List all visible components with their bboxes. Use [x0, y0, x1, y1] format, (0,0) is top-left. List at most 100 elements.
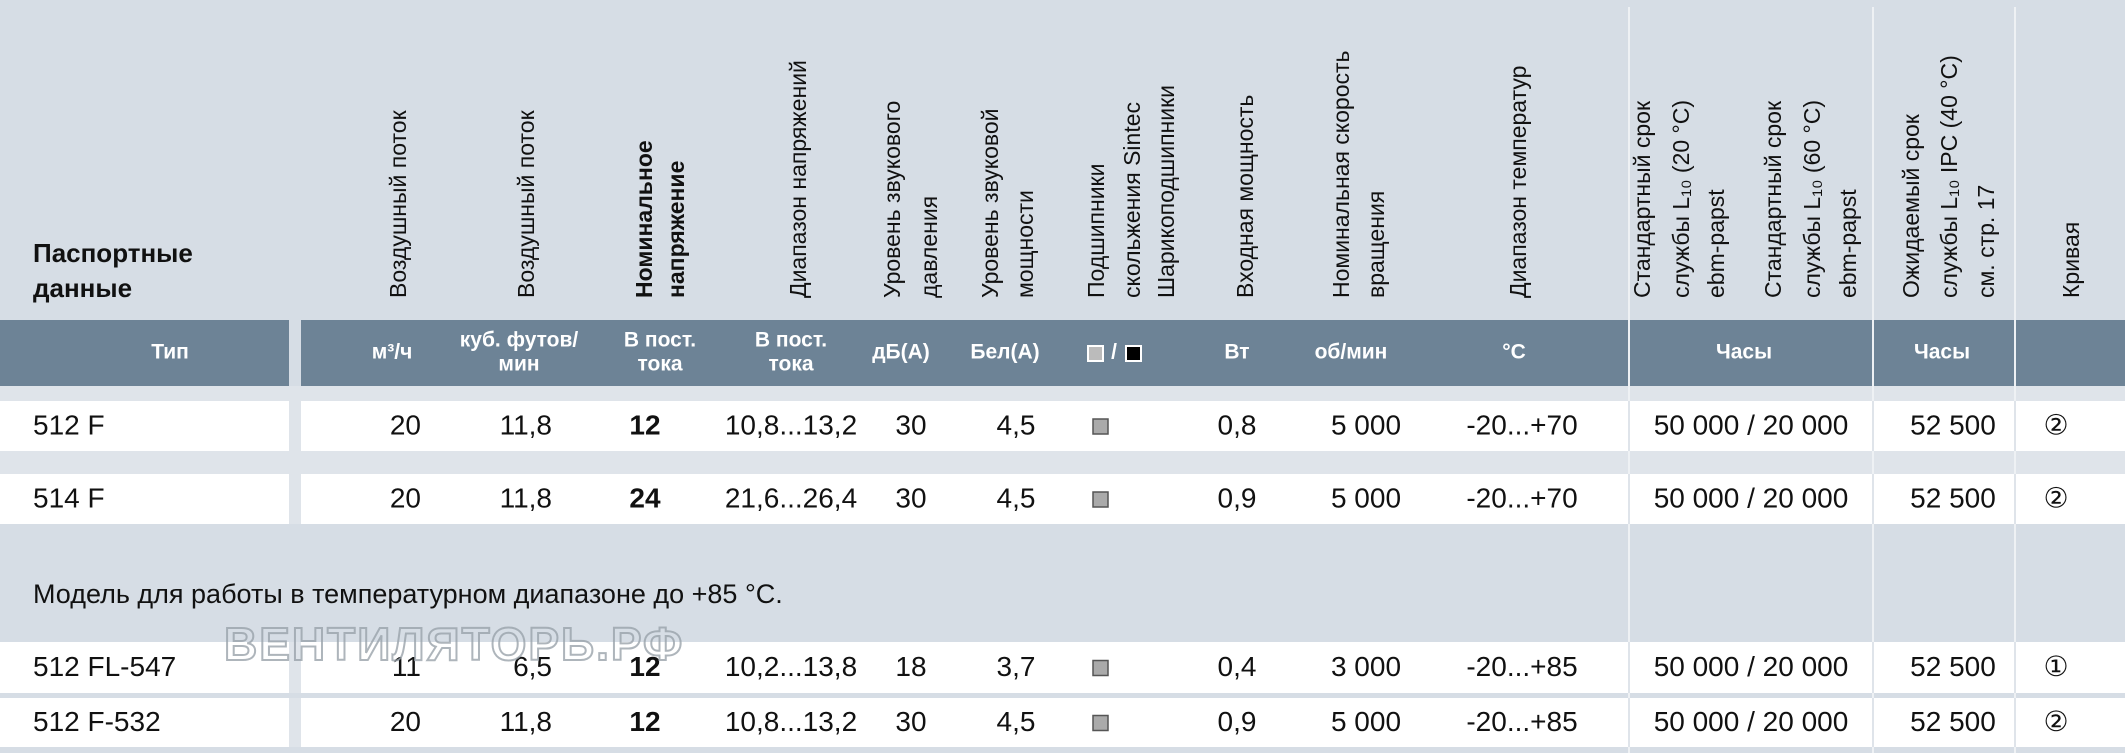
column-header: Диапазон температур	[1505, 66, 1531, 298]
cell: 50 000 / 20 000	[1654, 651, 1849, 682]
cell: 5 000	[1331, 409, 1401, 440]
cell: 512 F-532	[33, 706, 161, 737]
cell: 11,8	[500, 409, 552, 440]
row-gap	[289, 401, 301, 451]
column-header: мощности	[1012, 190, 1038, 298]
cell: 4,5	[997, 482, 1036, 513]
title-line: данные	[33, 273, 132, 303]
column-unit: В пост.	[755, 329, 827, 352]
column-header: ebm-papst	[1835, 189, 1861, 298]
column-header: Диапазон напряжений	[785, 60, 811, 298]
column-unit: тока	[768, 353, 813, 376]
column-header: см. стр. 17	[1973, 185, 1999, 298]
bearing-icon	[1092, 714, 1109, 732]
cell: 5 000	[1331, 482, 1401, 513]
column-header: Входная мощность	[1232, 95, 1258, 298]
cell: 30	[895, 482, 926, 513]
column-header: службы L₁₀ (60 °C)	[1799, 100, 1825, 298]
cell: 52 500	[1910, 651, 1996, 682]
cell: 50 000 / 20 000	[1654, 409, 1849, 440]
cell: 12	[629, 706, 660, 737]
cell: -20...+85	[1466, 651, 1577, 682]
cell: 5 000	[1331, 706, 1401, 737]
cell: 20	[390, 706, 421, 737]
cell: 0,8	[1218, 409, 1257, 440]
cell: 10,8...13,2	[725, 409, 857, 440]
cell: -20...+70	[1466, 482, 1577, 513]
cell: 11	[392, 651, 421, 682]
column-header: службы L₁₀ (20 °C)	[1668, 100, 1694, 298]
column-unit: м³/ч	[372, 341, 413, 364]
column-header: Стандартный срок	[1629, 100, 1655, 298]
column-header: службы L₁₀ IPC (40 °C)	[1936, 55, 1962, 298]
column-header: Номинальная скорость	[1328, 50, 1354, 298]
column-header: Номинальное	[631, 140, 657, 298]
column-header: Стандартный срок	[1760, 100, 1786, 298]
cell: 11,8	[500, 706, 552, 737]
ball-bearing-icon	[1125, 345, 1142, 362]
cell: 0,9	[1218, 706, 1257, 737]
cell: 0,9	[1218, 482, 1257, 513]
cell: -20...+85	[1466, 706, 1577, 737]
cell: ①	[2043, 651, 2068, 682]
column-header: Шарикоподшипники	[1153, 85, 1179, 298]
bearing-icon	[1092, 491, 1109, 508]
column-header: вращения	[1363, 191, 1389, 298]
cell: 52 500	[1910, 482, 1996, 513]
row-gap	[289, 474, 301, 524]
cell: 52 500	[1910, 706, 1996, 737]
column-header: скольжения Sintec	[1119, 102, 1145, 298]
cell: 10,8...13,2	[725, 706, 857, 737]
row-bg	[0, 642, 2125, 693]
cell: ②	[2043, 482, 2068, 513]
cell: 50 000 / 20 000	[1654, 482, 1849, 513]
column-unit: °C	[1502, 341, 1526, 364]
column-header: напряжение	[663, 161, 689, 298]
column-header: давления	[916, 196, 942, 298]
cell: -20...+70	[1466, 409, 1577, 440]
cell: 18	[895, 651, 926, 682]
row-bg	[0, 401, 2125, 451]
cell: 24	[629, 482, 661, 513]
cell: 10,2...13,8	[725, 651, 857, 682]
cell: 4,5	[997, 409, 1036, 440]
cell: 20	[390, 409, 421, 440]
cell: 20	[390, 482, 421, 513]
column-unit: Часы	[1716, 341, 1772, 364]
bearing-icon	[1092, 418, 1109, 435]
cell: 514 F	[33, 482, 105, 513]
row-gap	[289, 698, 301, 747]
column-header: ebm-papst	[1703, 189, 1729, 298]
column-header: Уровень звуковой	[977, 109, 1003, 298]
column-unit: /	[1111, 341, 1117, 364]
column-header: Воздушный поток	[385, 109, 411, 298]
cell: 4,5	[997, 706, 1036, 737]
cell: 6,5	[513, 651, 552, 682]
column-unit: дБ(А)	[872, 341, 930, 364]
watermark: ВЕНТИЛЯТОРЬ.РФ	[224, 618, 684, 670]
cell: 30	[895, 409, 926, 440]
row-bg	[0, 474, 2125, 524]
column-unit: Часы	[1914, 341, 1970, 364]
cell: 50 000 / 20 000	[1654, 706, 1849, 737]
cell: 11,8	[500, 482, 552, 513]
unit-row	[0, 320, 2125, 386]
cell: 30	[895, 706, 926, 737]
column-unit: куб. футов/	[460, 329, 579, 352]
cell: 0,4	[1218, 651, 1257, 682]
column-header: Воздушный поток	[513, 109, 539, 298]
column-unit: Бел(А)	[970, 341, 1039, 364]
cell: ②	[2043, 706, 2068, 737]
column-unit: Вт	[1224, 341, 1249, 364]
column-header: Ожидаемый срок	[1898, 113, 1924, 298]
column-unit: об/мин	[1315, 341, 1388, 364]
column-header: Уровень звукового	[879, 101, 905, 298]
cell: 3 000	[1331, 651, 1401, 682]
column-unit: Тип	[151, 341, 189, 364]
cell: 512 FL-547	[33, 651, 176, 682]
cell: 512 F	[33, 409, 105, 440]
column-unit: мин	[498, 353, 539, 376]
column-header: Подшипники	[1083, 164, 1109, 298]
